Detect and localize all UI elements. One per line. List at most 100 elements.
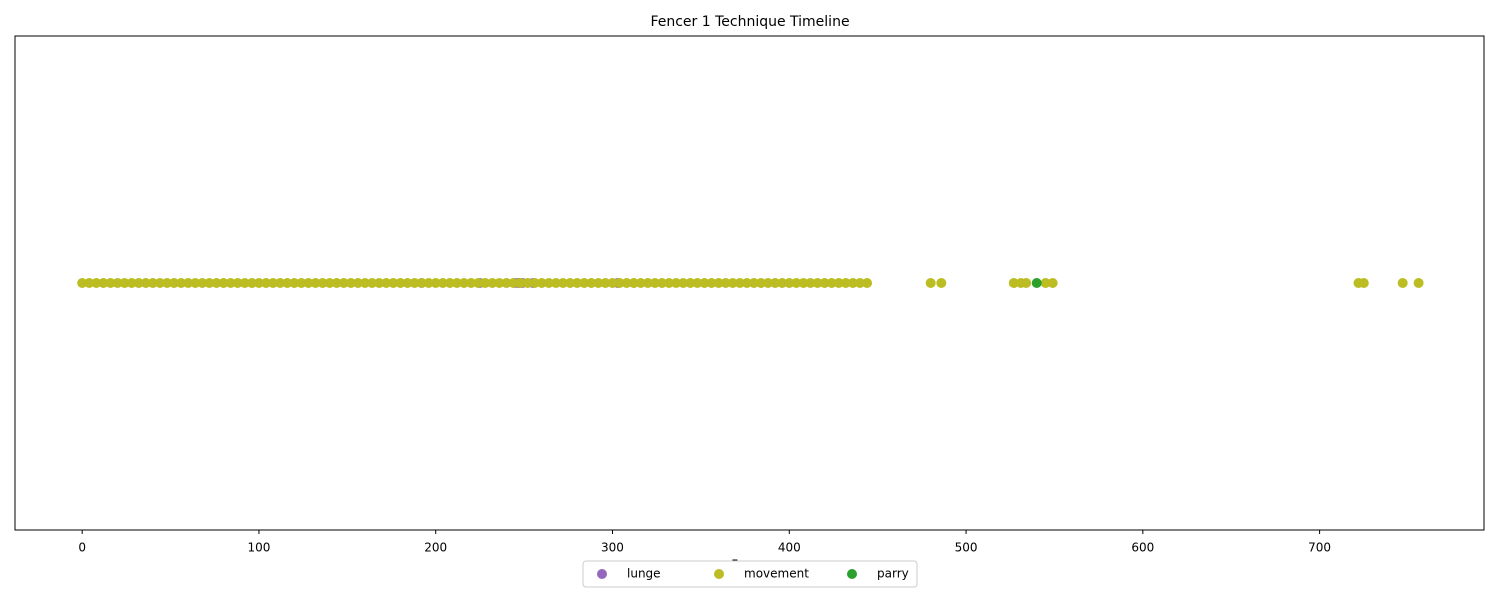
data-point — [459, 278, 470, 288]
data-point — [176, 278, 187, 288]
data-point — [197, 278, 208, 288]
data-point — [331, 278, 342, 288]
data-point — [388, 278, 399, 288]
data-point — [494, 278, 505, 288]
legend-label: lunge — [627, 567, 661, 581]
data-point — [268, 278, 279, 288]
data-point — [253, 278, 264, 288]
x-tick-label: 0 — [78, 541, 86, 555]
data-point — [1397, 278, 1408, 288]
data-point — [586, 278, 597, 288]
data-point — [685, 278, 696, 288]
data-point — [218, 278, 229, 288]
data-point — [444, 278, 455, 288]
data-point — [508, 278, 519, 288]
data-point — [819, 278, 830, 288]
x-tick-label: 500 — [955, 541, 978, 555]
data-point — [784, 278, 795, 288]
data-point — [565, 278, 576, 288]
data-point — [296, 278, 307, 288]
legend-label: movement — [744, 567, 809, 581]
data-point — [621, 278, 632, 288]
data-point — [239, 278, 250, 288]
data-point — [246, 278, 257, 288]
data-point — [536, 278, 547, 288]
data-point — [430, 278, 441, 288]
data-point — [515, 278, 526, 288]
data-point — [480, 278, 491, 288]
data-point — [628, 278, 639, 288]
data-point — [395, 278, 406, 288]
data-point — [777, 278, 788, 288]
data-point — [154, 278, 165, 288]
legend-marker — [847, 569, 857, 579]
data-point — [656, 278, 667, 288]
data-point — [713, 278, 724, 288]
data-point — [416, 278, 427, 288]
data-point — [232, 278, 243, 288]
x-tick-label: 700 — [1308, 541, 1331, 555]
data-point — [635, 278, 646, 288]
data-point — [1021, 278, 1032, 288]
data-point — [649, 278, 660, 288]
data-point — [126, 278, 137, 288]
data-point — [487, 278, 498, 288]
data-point — [473, 278, 484, 288]
data-point — [119, 278, 130, 288]
data-point — [748, 278, 759, 288]
data-point — [558, 278, 569, 288]
x-tick-label: 300 — [601, 541, 624, 555]
data-point — [727, 278, 738, 288]
data-point — [261, 278, 272, 288]
x-tick-label: 200 — [424, 541, 447, 555]
data-point — [734, 278, 745, 288]
data-point — [805, 278, 816, 288]
data-point — [607, 278, 618, 288]
data-point — [833, 278, 844, 288]
data-point — [451, 278, 462, 288]
legend-marker — [714, 569, 724, 579]
data-point — [770, 278, 781, 288]
data-point — [664, 278, 675, 288]
data-point — [402, 278, 413, 288]
data-point — [755, 278, 766, 288]
data-point — [1358, 278, 1369, 288]
legend-label: parry — [877, 567, 909, 581]
data-point — [1008, 278, 1019, 288]
data-point — [169, 278, 180, 288]
data-point — [112, 278, 123, 288]
data-point — [310, 278, 321, 288]
data-point — [862, 278, 873, 288]
data-point — [338, 278, 349, 288]
data-point — [600, 278, 611, 288]
data-point — [1413, 278, 1424, 288]
x-tick-label: 600 — [1131, 541, 1154, 555]
data-point — [282, 278, 293, 288]
data-point — [409, 278, 420, 288]
data-point — [642, 278, 653, 288]
data-point — [147, 278, 158, 288]
data-point — [826, 278, 837, 288]
data-point — [529, 278, 540, 288]
data-point — [572, 278, 583, 288]
data-point — [791, 278, 802, 288]
data-point — [543, 278, 554, 288]
x-tick-label: 400 — [778, 541, 801, 555]
data-point — [614, 278, 625, 288]
data-point — [550, 278, 561, 288]
data-point — [289, 278, 300, 288]
data-point — [204, 278, 215, 288]
data-point — [847, 278, 858, 288]
legend-marker — [597, 569, 607, 579]
data-point — [133, 278, 144, 288]
data-point — [437, 278, 448, 288]
data-point — [84, 278, 95, 288]
data-point — [374, 278, 385, 288]
data-point — [352, 278, 363, 288]
data-point — [105, 278, 116, 288]
data-point — [1040, 278, 1051, 288]
data-point — [91, 278, 102, 288]
data-point — [466, 278, 477, 288]
data-point — [593, 278, 604, 288]
